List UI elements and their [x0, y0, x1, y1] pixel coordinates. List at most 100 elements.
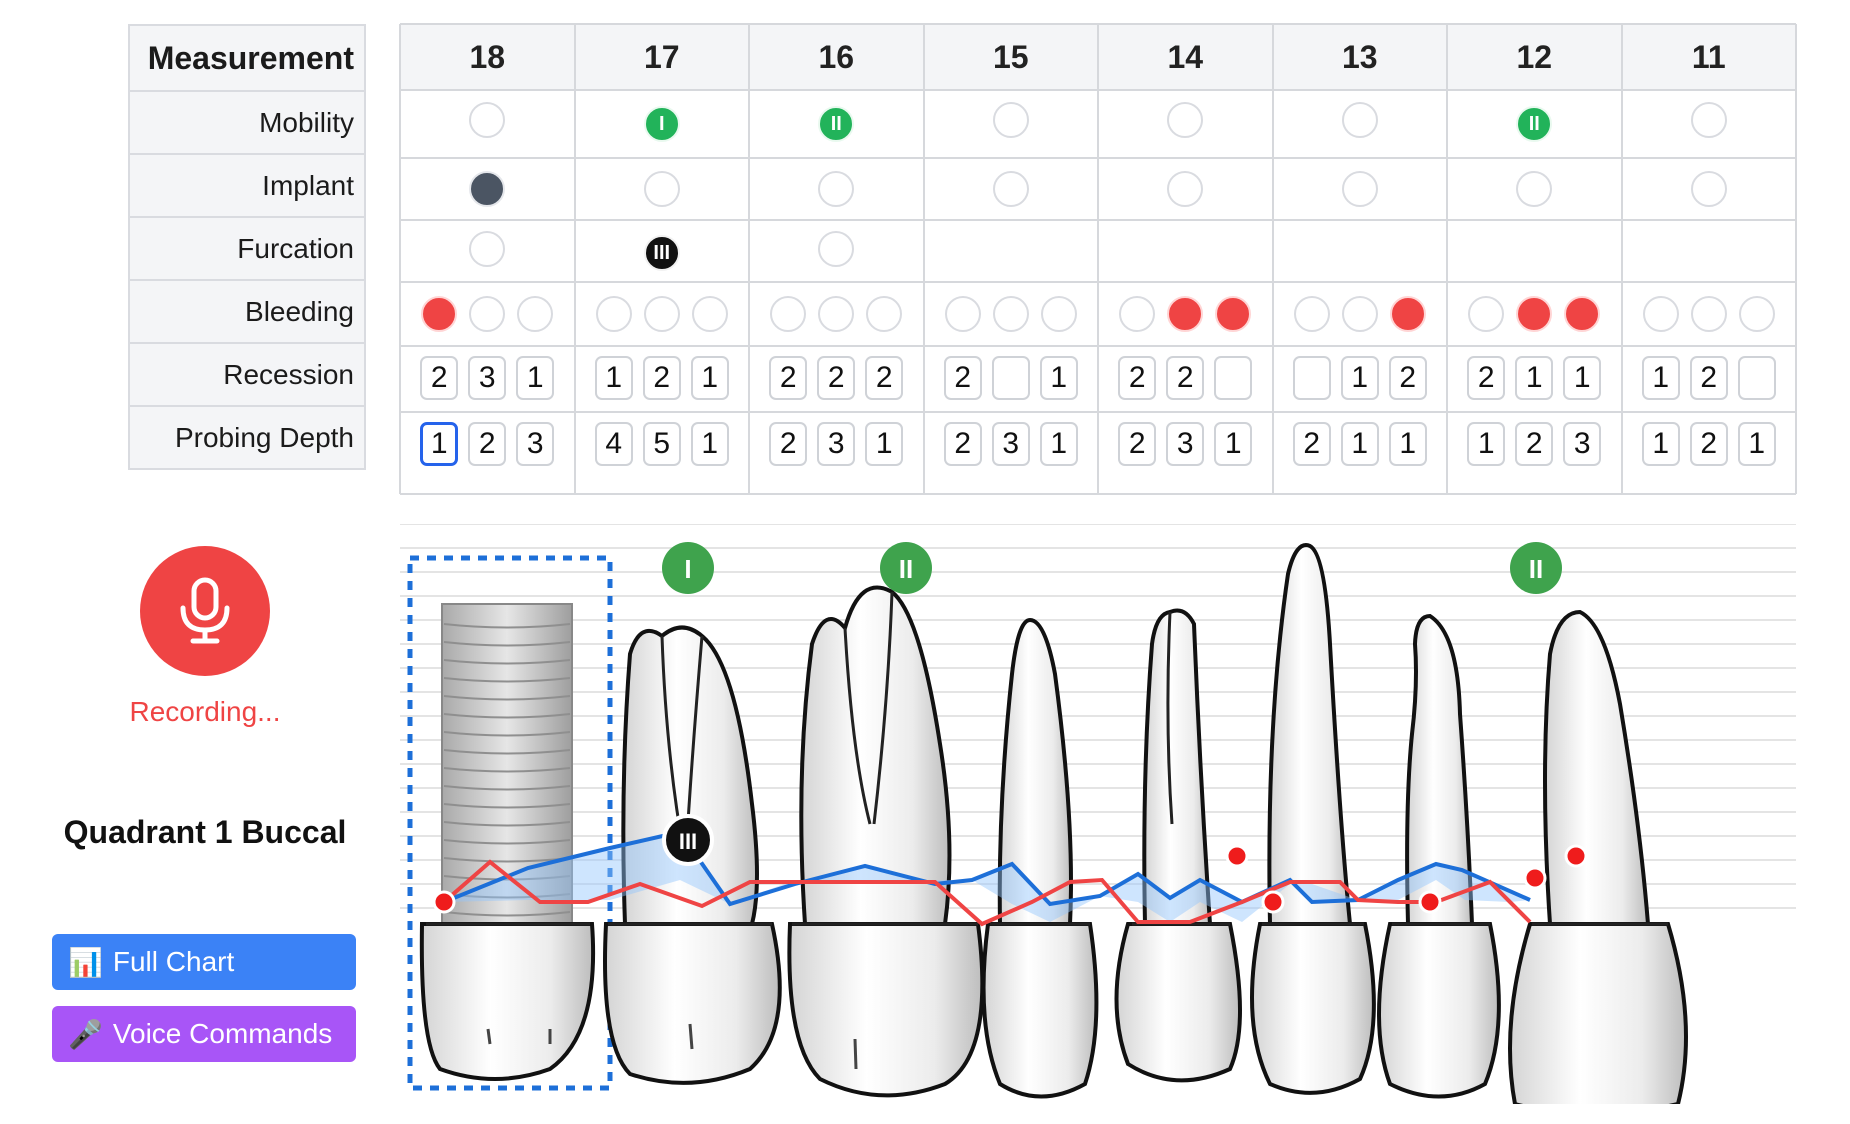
- recession-input-12-3[interactable]: 1: [1563, 356, 1602, 400]
- recession-input-12-2[interactable]: 1: [1515, 356, 1554, 400]
- probing-input-16-1[interactable]: 2: [769, 422, 808, 466]
- bleeding-site-14-3[interactable]: [1215, 296, 1252, 332]
- mobility-toggle-18[interactable]: [469, 102, 506, 138]
- bleeding-point[interactable]: [1225, 844, 1249, 868]
- probing-input-12-1[interactable]: 1: [1467, 422, 1506, 466]
- mobility-grade-12[interactable]: II: [1516, 106, 1553, 142]
- probing-input-18-3[interactable]: 3: [516, 422, 555, 466]
- implant-toggle-15[interactable]: [992, 171, 1029, 207]
- tooth-number-15[interactable]: 15: [992, 38, 1029, 75]
- recession-input-14-1[interactable]: 2: [1118, 356, 1157, 400]
- bleeding-point[interactable]: [1523, 866, 1547, 890]
- tooth-14[interactable]: [1114, 608, 1242, 1083]
- recession-input-16-2[interactable]: 2: [817, 356, 856, 400]
- recession-input-12-1[interactable]: 2: [1467, 356, 1506, 400]
- tooth-15[interactable]: [981, 617, 1099, 1099]
- bleeding-site-18-1[interactable]: [421, 296, 458, 332]
- implant-toggle-18[interactable]: [469, 171, 506, 207]
- tooth-number-18[interactable]: 18: [469, 38, 506, 75]
- bleeding-site-14-2[interactable]: [1167, 296, 1204, 332]
- tooth-number-17[interactable]: 17: [643, 38, 680, 75]
- tooth-17[interactable]: [603, 625, 782, 1085]
- bleeding-site-12-1[interactable]: [1468, 296, 1505, 332]
- mobility-grade-17[interactable]: I: [643, 106, 680, 142]
- probing-input-16-3[interactable]: 1: [865, 422, 904, 466]
- bleeding-site-17-3[interactable]: [691, 296, 728, 332]
- bleeding-site-16-3[interactable]: [866, 296, 903, 332]
- bleeding-site-11-2[interactable]: [1690, 296, 1727, 332]
- bleeding-site-12-3[interactable]: [1564, 296, 1601, 332]
- recession-input-11-1[interactable]: 1: [1641, 356, 1680, 400]
- bleeding-site-13-2[interactable]: [1341, 296, 1378, 332]
- bleeding-site-15-2[interactable]: [992, 296, 1029, 332]
- bleeding-site-12-2[interactable]: [1516, 296, 1553, 332]
- bleeding-site-13-1[interactable]: [1293, 296, 1330, 332]
- recession-input-11-3[interactable]: [1737, 356, 1776, 400]
- implant-18[interactable]: [419, 603, 596, 1081]
- implant-toggle-11[interactable]: [1690, 171, 1727, 207]
- bleeding-point[interactable]: [1261, 890, 1285, 914]
- bleeding-site-11-3[interactable]: [1738, 296, 1775, 332]
- probing-input-13-2[interactable]: 1: [1340, 422, 1379, 466]
- recession-input-18-1[interactable]: 2: [420, 356, 459, 400]
- probing-input-14-3[interactable]: 1: [1214, 422, 1253, 466]
- tooth-number-12[interactable]: 12: [1516, 38, 1553, 75]
- bleeding-site-15-1[interactable]: [944, 296, 981, 332]
- recession-input-16-1[interactable]: 2: [769, 356, 808, 400]
- probing-input-14-2[interactable]: 3: [1166, 422, 1205, 466]
- probing-input-16-2[interactable]: 3: [817, 422, 856, 466]
- implant-toggle-16[interactable]: [818, 171, 855, 207]
- bleeding-site-16-1[interactable]: [770, 296, 807, 332]
- probing-input-17-2[interactable]: 5: [642, 422, 681, 466]
- bleeding-site-18-2[interactable]: [469, 296, 506, 332]
- recession-input-14-3[interactable]: [1214, 356, 1253, 400]
- furcation-grade-17[interactable]: III: [643, 235, 680, 271]
- probing-input-11-1[interactable]: 1: [1641, 422, 1680, 466]
- implant-toggle-14[interactable]: [1167, 171, 1204, 207]
- recession-input-15-3[interactable]: 1: [1039, 356, 1078, 400]
- bleeding-site-14-1[interactable]: [1119, 296, 1156, 332]
- probing-input-18-2[interactable]: 2: [468, 422, 507, 466]
- tooth-number-13[interactable]: 13: [1341, 38, 1378, 75]
- probing-input-15-2[interactable]: 3: [991, 422, 1030, 466]
- bleeding-site-17-1[interactable]: [595, 296, 632, 332]
- mobility-grade-16[interactable]: II: [818, 106, 855, 142]
- recession-input-17-1[interactable]: 1: [594, 356, 633, 400]
- implant-toggle-12[interactable]: [1516, 171, 1553, 207]
- recession-input-11-2[interactable]: 2: [1689, 356, 1728, 400]
- mobility-toggle-15[interactable]: [992, 102, 1029, 138]
- tooth-13[interactable]: [1250, 543, 1376, 1095]
- mobility-toggle-13[interactable]: [1341, 102, 1378, 138]
- recession-input-17-2[interactable]: 2: [642, 356, 681, 400]
- probing-input-13-1[interactable]: 2: [1292, 422, 1331, 466]
- probing-input-17-1[interactable]: 4: [594, 422, 633, 466]
- recession-input-15-2[interactable]: [991, 356, 1030, 400]
- bleeding-site-18-3[interactable]: [517, 296, 554, 332]
- probing-input-12-3[interactable]: 3: [1563, 422, 1602, 466]
- probing-input-15-3[interactable]: 1: [1039, 422, 1078, 466]
- tooth-11[interactable]: [1508, 609, 1688, 1104]
- tooth-number-16[interactable]: 16: [818, 38, 855, 75]
- implant-toggle-13[interactable]: [1341, 171, 1378, 207]
- furcation-toggle-18[interactable]: [469, 231, 506, 267]
- recession-input-17-3[interactable]: 1: [690, 356, 729, 400]
- recession-input-18-3[interactable]: 1: [516, 356, 555, 400]
- tooth-number-11[interactable]: 11: [1691, 38, 1726, 75]
- recession-input-13-2[interactable]: 1: [1340, 356, 1379, 400]
- probing-input-12-2[interactable]: 2: [1515, 422, 1554, 466]
- tooth-16[interactable]: [787, 585, 985, 1098]
- recession-input-14-2[interactable]: 2: [1166, 356, 1205, 400]
- bleeding-site-17-2[interactable]: [643, 296, 680, 332]
- probing-input-14-1[interactable]: 2: [1118, 422, 1157, 466]
- recession-input-13-3[interactable]: 2: [1388, 356, 1427, 400]
- tooth-12[interactable]: [1377, 613, 1501, 1099]
- probing-input-15-1[interactable]: 2: [943, 422, 982, 466]
- probing-input-11-3[interactable]: 1: [1737, 422, 1776, 466]
- bleeding-site-11-1[interactable]: [1642, 296, 1679, 332]
- mobility-toggle-11[interactable]: [1690, 102, 1727, 138]
- recession-input-16-3[interactable]: 2: [865, 356, 904, 400]
- probing-input-11-2[interactable]: 2: [1689, 422, 1728, 466]
- furcation-toggle-16[interactable]: [818, 231, 855, 267]
- bleeding-point[interactable]: [432, 890, 456, 914]
- bleeding-site-15-3[interactable]: [1040, 296, 1077, 332]
